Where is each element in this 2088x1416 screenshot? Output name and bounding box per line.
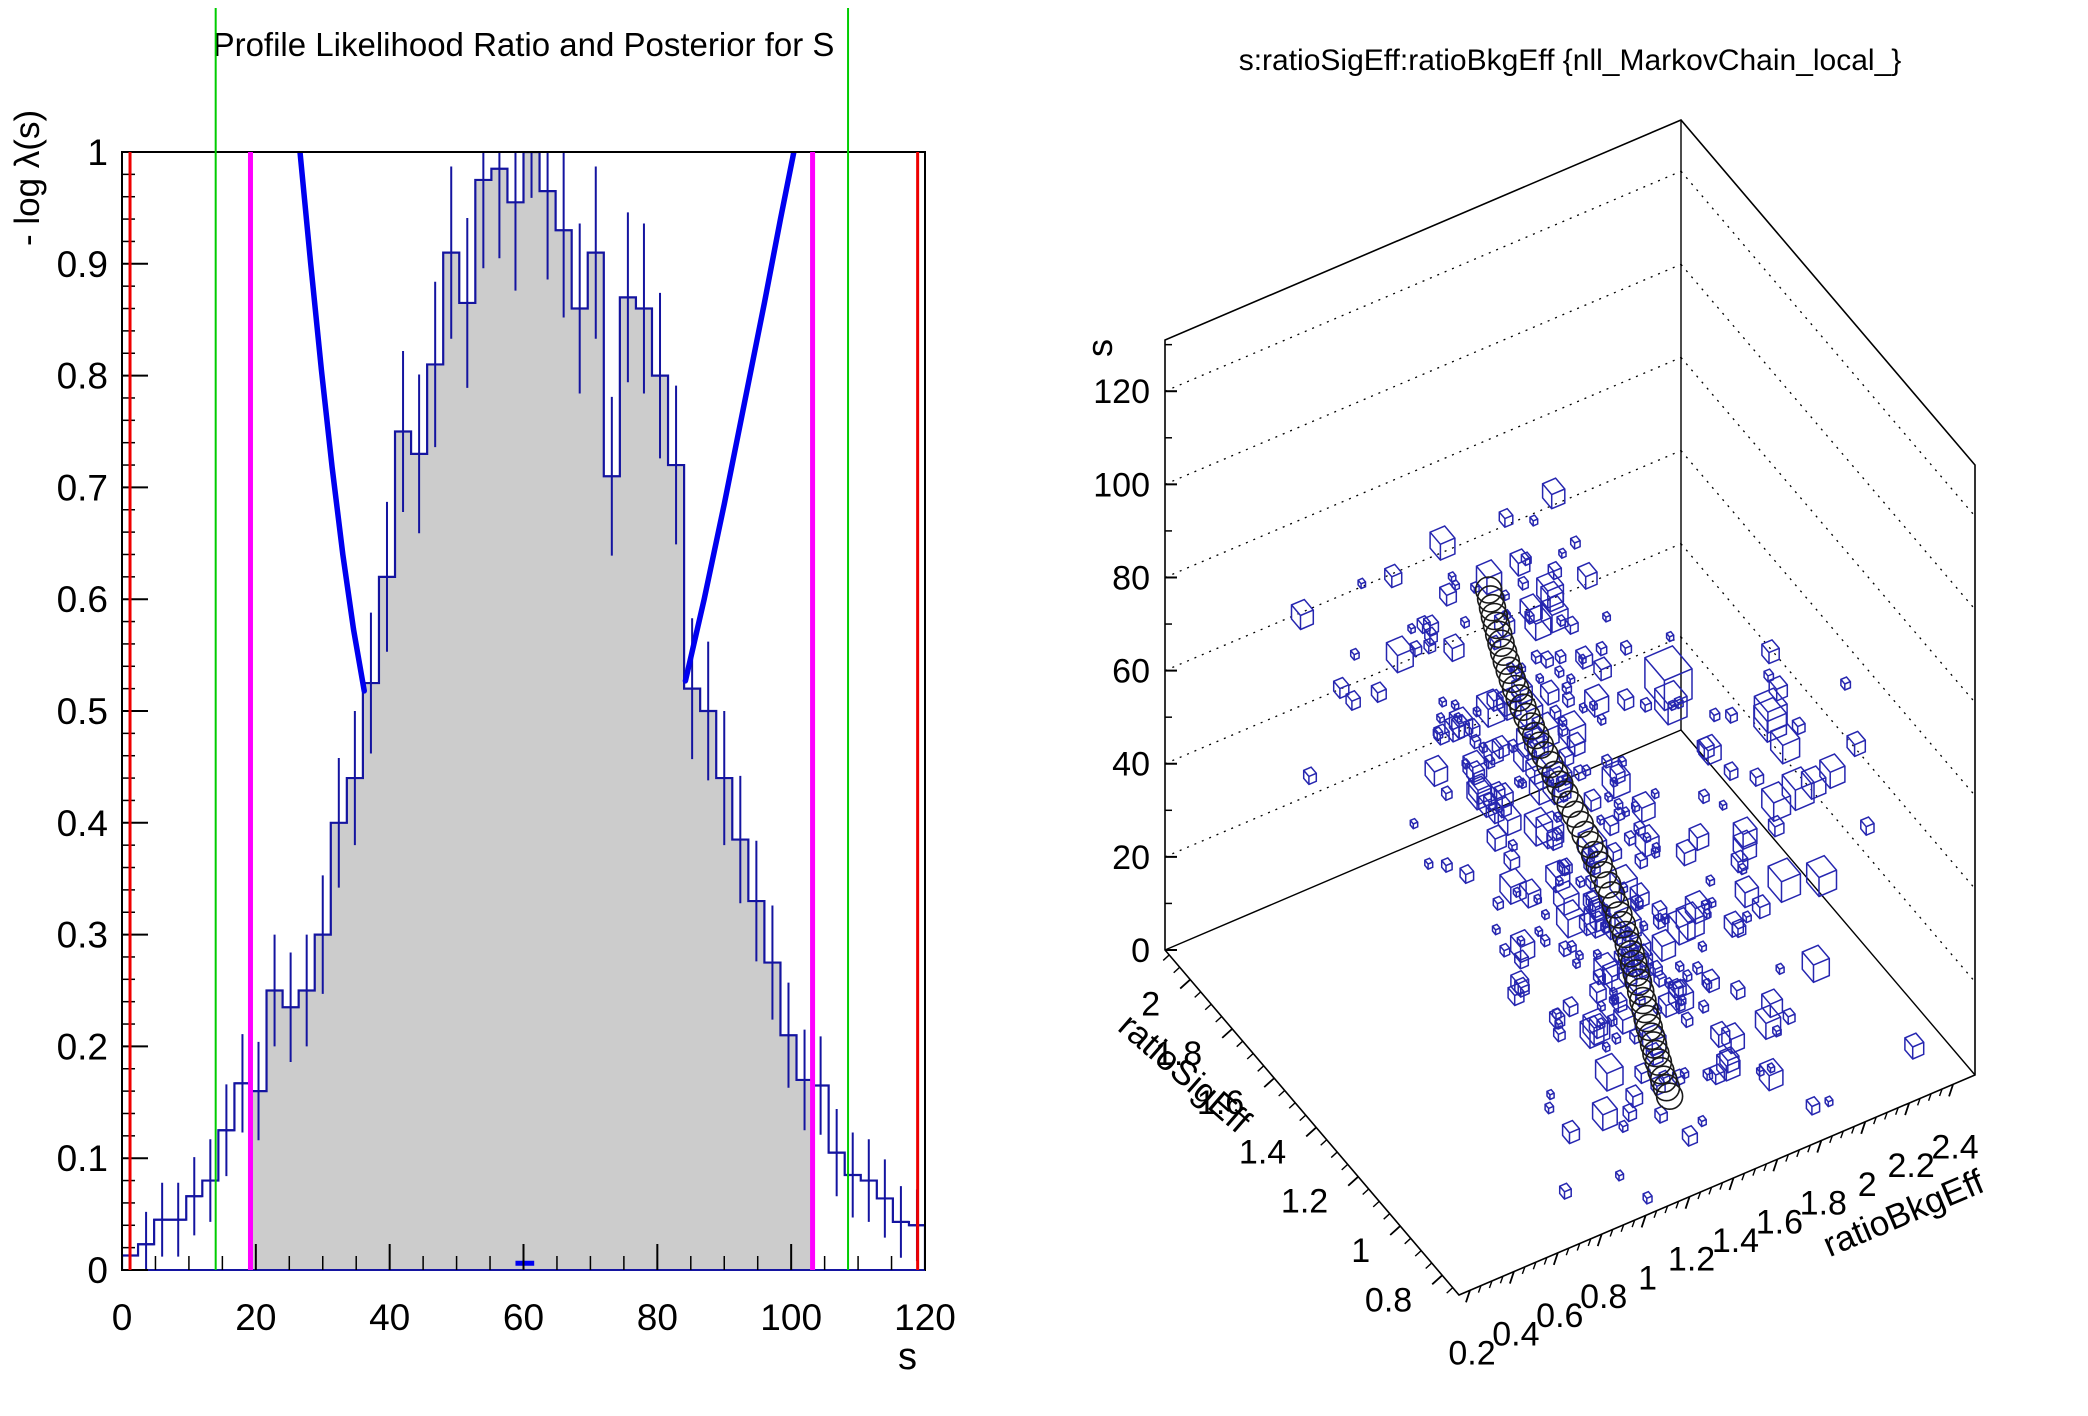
tick-label: 120: [894, 1297, 956, 1338]
tick-label: 1: [1638, 1259, 1657, 1297]
tick-label: 2: [1858, 1166, 1877, 1204]
tick-label: 0: [112, 1297, 133, 1338]
tick-label: 1.6: [1756, 1203, 1803, 1241]
tick-label: 80: [637, 1297, 678, 1338]
tick-label: 1.4: [1239, 1133, 1286, 1171]
tick-label: 0.3: [57, 915, 108, 956]
tick-label: 0: [87, 1250, 108, 1291]
tick-label: 80: [1112, 559, 1150, 597]
tick-label: 0.4: [1492, 1316, 1539, 1354]
posterior-histogram-fill: [250, 152, 813, 1270]
tick-label: 0.5: [57, 691, 108, 732]
right-plot-title: s:ratioSigEff:ratioBkgEff {nll_MarkovCha…: [1238, 44, 1902, 77]
tick-label: 1.8: [1155, 1035, 1202, 1073]
z-grid-dotted: [1164, 170, 1976, 983]
tick-label: 1: [87, 132, 108, 173]
left-plot-x-axis-title: s: [898, 1336, 917, 1378]
tick-label: 2: [1141, 986, 1160, 1024]
tick-label: 1.8: [1800, 1185, 1847, 1223]
tick-label: 2.2: [1887, 1147, 1934, 1185]
tick-label: 0.8: [1580, 1278, 1627, 1316]
tick-label: 0.6: [1536, 1297, 1583, 1335]
tick-label: 100: [1093, 466, 1150, 504]
axis-tick-labels: 0 20 40 60 80 100 120 0 0.1 0.2 0.3 0.4 0.5 0.6 0.7 0.8…: [57, 132, 956, 1338]
axes-ticks: [121, 151, 926, 1271]
tick-label: s: [1079, 339, 1120, 357]
profile-likelihood-curve: [297, 152, 797, 1266]
chain-circles: [1474, 576, 1684, 1110]
tick-label: ratioSigEff: [1111, 1006, 1258, 1141]
right-plot: 020406080100120s0.811.21.41.61.82ratioSi…: [1079, 119, 1990, 1372]
tick-label: 1: [1351, 1232, 1370, 1270]
tick-label: 60: [503, 1297, 544, 1338]
left-plot: 0 20 40 60 80 100 120 0 0.1 0.2 0.3 0.4 0.5 0.6 0.7 0.8…: [57, 8, 956, 1338]
tick-label: 0.4: [57, 803, 108, 844]
cube-markers: [1290, 477, 1925, 1205]
tick-label: 20: [235, 1297, 276, 1338]
tick-label: 0.8: [1365, 1281, 1412, 1319]
tick-label: 60: [1112, 653, 1150, 691]
tick-label: 0.9: [57, 244, 108, 285]
left-plot-title: Profile Likelihood Ratio and Posterior f…: [212, 26, 835, 63]
tick-label: 1.2: [1281, 1183, 1328, 1221]
box-frame: [1164, 119, 1976, 1296]
posterior-histogram-outline: [122, 152, 925, 1270]
tick-label: 0.2: [57, 1026, 108, 1067]
tick-label: 1.6: [1197, 1084, 1244, 1122]
tick-label: 0.8: [57, 356, 108, 397]
tick-label: 1.2: [1668, 1241, 1715, 1279]
tick-label: 2.4: [1931, 1128, 1978, 1166]
interval-lines: [128, 8, 920, 1270]
tick-label: 100: [760, 1297, 822, 1338]
tick-label: 0.7: [57, 467, 108, 508]
tick-label: 1.4: [1712, 1222, 1759, 1260]
tick-label: 0.1: [57, 1138, 108, 1179]
tick-label: 20: [1112, 839, 1150, 877]
axes-3d: 020406080100120s0.811.21.41.61.82ratioSi…: [1079, 339, 1990, 1372]
tick-label: 40: [1112, 746, 1150, 784]
tick-label: 0: [1131, 932, 1150, 970]
error-bars: [122, 152, 925, 1270]
tick-label: 40: [369, 1297, 410, 1338]
tick-label: 0.2: [1448, 1334, 1495, 1372]
tick-label: 120: [1093, 373, 1150, 411]
tick-label: 0.6: [57, 579, 108, 620]
